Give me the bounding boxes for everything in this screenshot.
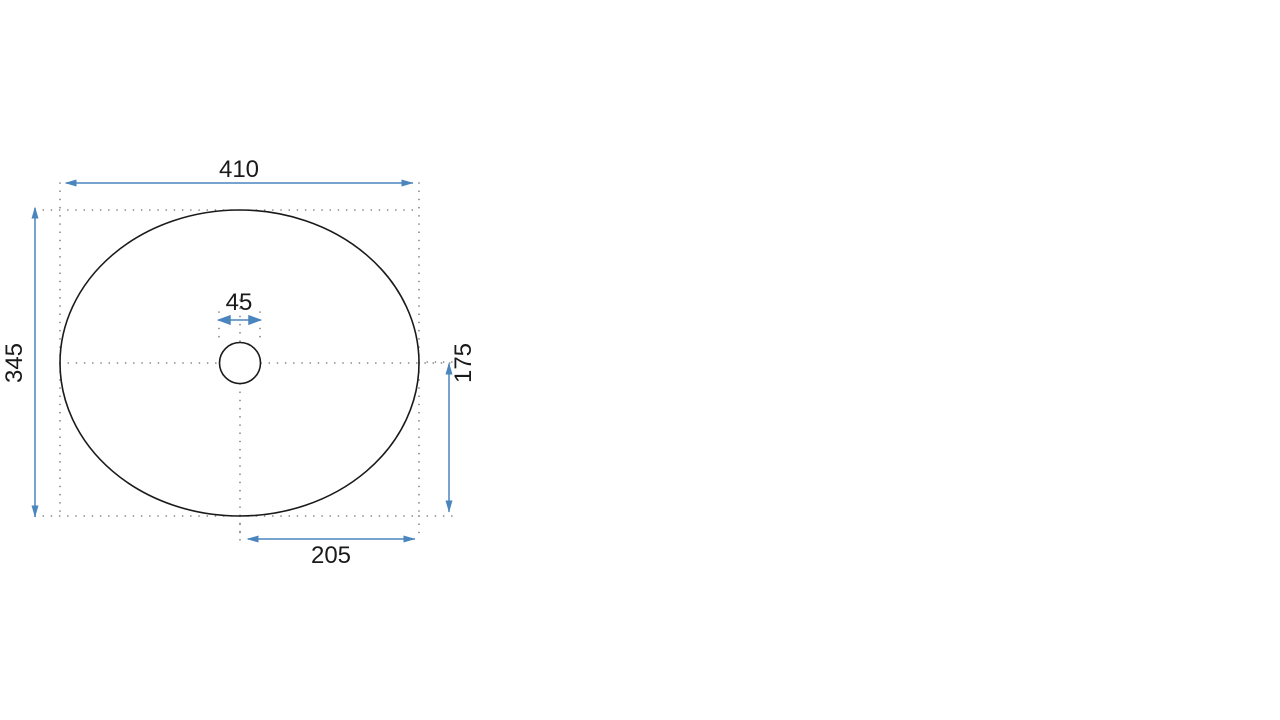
svg-text:345: 345 [1, 343, 28, 383]
svg-text:175: 175 [450, 343, 477, 383]
svg-text:205: 205 [311, 542, 351, 569]
svg-text:45: 45 [226, 289, 253, 316]
svg-text:410: 410 [219, 156, 259, 183]
